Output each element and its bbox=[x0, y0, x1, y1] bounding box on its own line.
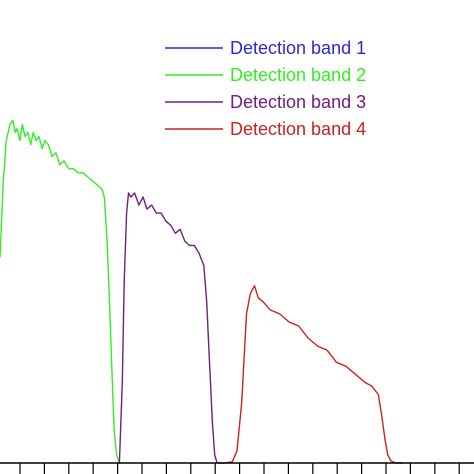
legend-item-3: Detection band 3 bbox=[165, 92, 366, 112]
legend-label: Detection band 2 bbox=[230, 65, 366, 85]
series-line-4 bbox=[218, 285, 403, 464]
legend-item-2: Detection band 2 bbox=[165, 65, 366, 85]
legend-item-4: Detection band 4 bbox=[165, 119, 366, 139]
series-line-2 bbox=[0, 119, 121, 464]
legend: Detection band 1 Detection band 2 Detectio… bbox=[165, 38, 366, 139]
legend-label: Detection band 1 bbox=[230, 38, 366, 58]
legend-item-1: Detection band 1 bbox=[165, 38, 366, 58]
x-axis bbox=[0, 462, 474, 474]
plot-lines bbox=[0, 119, 403, 464]
legend-label: Detection band 4 bbox=[230, 119, 366, 139]
series-line-3 bbox=[118, 192, 218, 464]
legend-label: Detection band 3 bbox=[230, 92, 366, 112]
